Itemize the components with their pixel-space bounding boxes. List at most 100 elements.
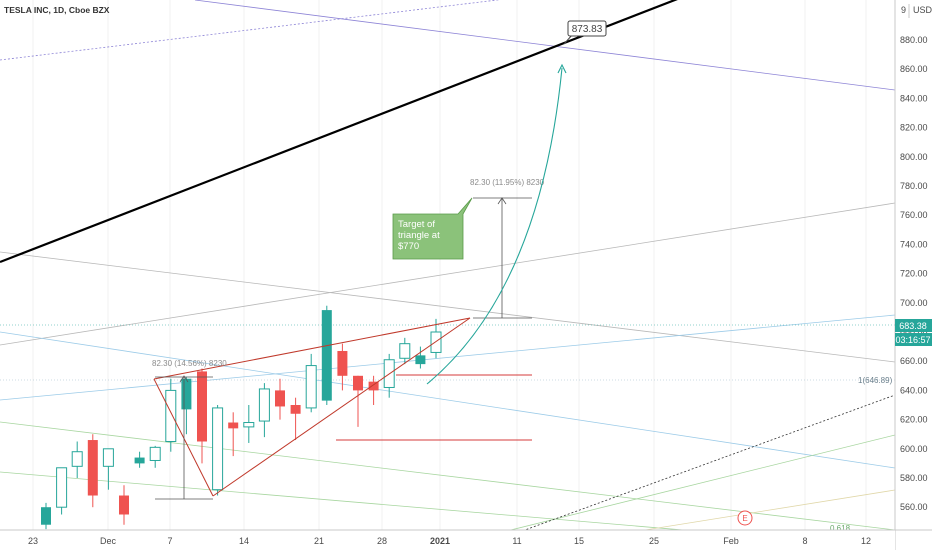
candle[interactable] <box>337 343 348 391</box>
candle-body <box>87 440 98 496</box>
candle-body <box>56 467 68 508</box>
measure-left-label: 82.30 (14.56%) 8230 <box>152 359 227 368</box>
price-tick-label: 800.00 <box>900 152 928 162</box>
time-axis[interactable] <box>0 530 895 550</box>
candle[interactable] <box>305 353 317 413</box>
candle-body <box>353 375 363 391</box>
earnings-icon[interactable] <box>737 510 753 526</box>
time-tick-label: 25 <box>649 536 659 546</box>
candle[interactable] <box>212 405 224 496</box>
price-tick-label: 860.00 <box>900 64 928 74</box>
candle-body <box>368 381 379 391</box>
candle[interactable] <box>258 383 270 438</box>
candle[interactable] <box>102 448 114 490</box>
candle[interactable] <box>71 441 83 479</box>
price-tick-label: 880.00 <box>900 35 928 45</box>
candle-body <box>181 378 192 410</box>
candle-body <box>119 495 129 515</box>
candle[interactable] <box>243 405 255 443</box>
measure-right[interactable] <box>473 197 532 319</box>
candle[interactable] <box>353 375 363 427</box>
price-tick-label: 760.00 <box>900 210 928 220</box>
symbol-title: TESLA INC, 1D, Cboe BZX <box>4 5 110 15</box>
candle[interactable] <box>321 305 332 405</box>
last-price-label: 683.38 <box>899 321 927 331</box>
candle[interactable] <box>399 337 411 365</box>
candle-body <box>243 422 255 428</box>
candle[interactable] <box>119 485 129 525</box>
time-tick-label: 28 <box>377 536 387 546</box>
plot-area[interactable] <box>0 0 895 530</box>
candles-group[interactable] <box>41 305 442 530</box>
candle-body <box>134 457 145 464</box>
candle-body <box>275 390 285 407</box>
time-tick-label: 7 <box>167 536 172 546</box>
target-label-box[interactable] <box>567 20 607 37</box>
candle[interactable] <box>181 377 192 435</box>
time-tick-label: 2021 <box>430 536 450 546</box>
callout-box[interactable] <box>392 197 473 260</box>
candle-body <box>212 407 224 491</box>
price-tick-label: 620.00 <box>900 415 928 425</box>
candle[interactable] <box>290 397 301 441</box>
fib-one-label: 1(646.89) <box>858 376 893 385</box>
candle-body <box>258 388 270 422</box>
candle[interactable] <box>87 434 98 508</box>
candle-body <box>228 422 239 429</box>
candle-body <box>290 405 301 414</box>
triangle-pattern[interactable] <box>153 317 471 497</box>
time-tick-label: 15 <box>574 536 584 546</box>
time-tick-label: 8 <box>802 536 807 546</box>
time-tick-label: 12 <box>861 536 871 546</box>
candle-body <box>430 331 442 353</box>
candle[interactable] <box>275 378 285 420</box>
callout-text: Target of triangle at $770 <box>398 219 442 252</box>
price-tick-label: 600.00 <box>900 444 928 454</box>
countdown-badge <box>895 333 932 346</box>
time-tick-label: 14 <box>239 536 249 546</box>
candle-body <box>399 343 411 359</box>
time-tick-label: 21 <box>314 536 324 546</box>
candle[interactable] <box>56 467 68 515</box>
major-trendline <box>0 0 678 264</box>
price-tick-label: 700.00 <box>900 298 928 308</box>
time-tick-label: Dec <box>100 536 117 546</box>
candle[interactable] <box>228 412 239 457</box>
currency-label[interactable]: USD <box>913 5 932 15</box>
price-tick-label: 580.00 <box>900 473 928 483</box>
candle[interactable] <box>165 378 177 452</box>
support-lines[interactable] <box>336 374 532 441</box>
candle-body <box>321 310 332 401</box>
candle-body <box>337 350 348 376</box>
candle[interactable] <box>134 451 145 468</box>
price-axis[interactable] <box>895 0 932 550</box>
time-tick-label: Feb <box>723 536 739 546</box>
measure-left[interactable] <box>155 375 213 500</box>
candle[interactable] <box>149 445 161 468</box>
candle-body <box>71 451 83 467</box>
arrowhead-icon <box>557 63 567 74</box>
candle-body <box>102 448 114 467</box>
candle[interactable] <box>368 375 379 405</box>
candle[interactable] <box>41 502 51 530</box>
time-tick-label: 11 <box>512 536 521 546</box>
last-price-badge <box>895 319 932 332</box>
price-tick-label: 560.00 <box>900 502 928 512</box>
price-tick-label: 660.00 <box>900 356 928 366</box>
time-tick-label: 23 <box>28 536 38 546</box>
projection-arrow[interactable] <box>426 67 563 385</box>
candle[interactable] <box>430 318 442 359</box>
candle-body <box>165 389 177 442</box>
drawing-lines[interactable] <box>0 0 896 550</box>
fib-0618-label: 0.618 <box>830 524 851 533</box>
price-axis-partial-label: 9 <box>901 5 906 15</box>
price-tick-label: 720.00 <box>900 269 928 279</box>
price-tick-label: 740.00 <box>900 239 928 249</box>
price-tick-label: 640.00 <box>900 385 928 395</box>
price-tick-label: 780.00 <box>900 181 928 191</box>
candle[interactable] <box>197 368 207 464</box>
earnings-marker: E <box>742 514 747 523</box>
candle[interactable] <box>415 346 426 369</box>
